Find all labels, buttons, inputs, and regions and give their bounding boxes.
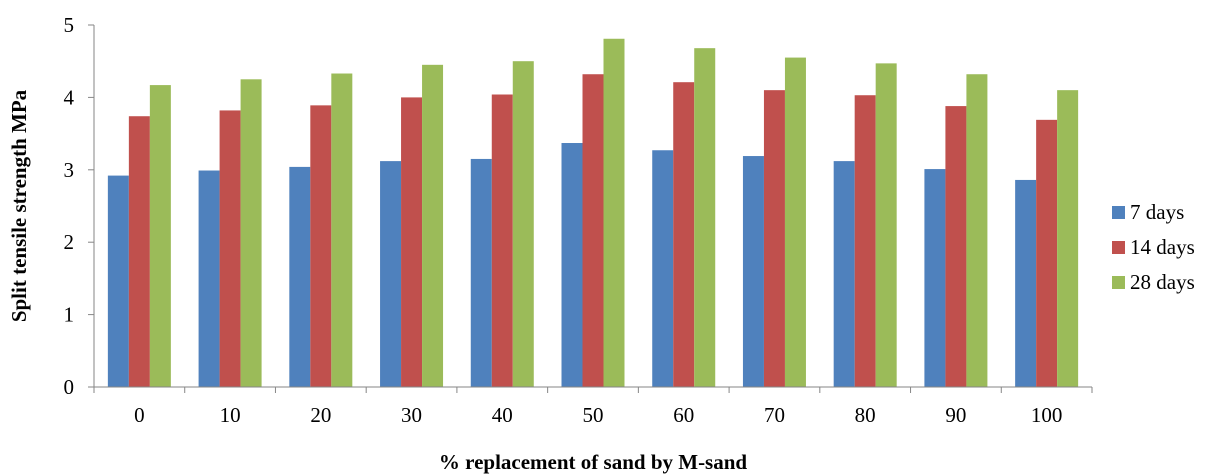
bar-series-2-cat-40	[491, 94, 513, 387]
bar-series-3-cat-0	[149, 85, 171, 387]
y-tick-label: 2	[64, 230, 75, 254]
x-tick-label: 40	[492, 403, 513, 427]
bar-series-1-cat-30	[380, 161, 402, 387]
x-tick-label: 10	[220, 403, 241, 427]
bar-series-3-cat-50	[603, 38, 625, 387]
bar-series-2-cat-0	[128, 116, 150, 387]
x-tick-label: 20	[310, 403, 331, 427]
bar-series-2-cat-100	[1036, 119, 1058, 387]
x-tick-label: 0	[134, 403, 145, 427]
bar-series-2-cat-20	[310, 105, 332, 388]
bar-series-2-cat-70	[763, 90, 785, 387]
x-tick-label: 90	[945, 403, 966, 427]
x-tick-label: 50	[583, 403, 604, 427]
bar-series-2-cat-30	[401, 97, 423, 388]
bar-series-3-cat-60	[694, 48, 716, 388]
y-tick-label: 0	[64, 375, 75, 399]
bar-series-3-cat-70	[784, 57, 806, 387]
bar-series-2-cat-90	[945, 106, 967, 387]
bars-group	[107, 38, 1079, 388]
bar-series-2-cat-10	[219, 110, 241, 388]
bar-series-3-cat-20	[331, 73, 353, 387]
bar-series-3-cat-40	[512, 61, 534, 387]
x-tick-label: 70	[764, 403, 785, 427]
bar-series-1-cat-90	[924, 169, 946, 387]
bar-series-1-cat-0	[107, 175, 129, 387]
legend-label-2: 14 days	[1130, 235, 1195, 259]
x-axis-title: % replacement of sand by M-sand	[439, 450, 748, 474]
y-tick-label: 4	[64, 85, 75, 109]
bar-series-2-cat-50	[582, 74, 604, 387]
x-tick-label: 80	[855, 403, 876, 427]
legend-label-3: 28 days	[1130, 270, 1195, 294]
legend-swatch-2	[1112, 241, 1125, 254]
x-tick-label: 30	[401, 403, 422, 427]
bar-series-3-cat-30	[422, 64, 444, 387]
y-axis-title: Split tensile strength MPa	[7, 89, 31, 322]
bar-series-3-cat-90	[966, 74, 988, 387]
legend-swatch-1	[1112, 206, 1125, 219]
bar-series-2-cat-60	[673, 82, 695, 387]
bar-series-1-cat-10	[198, 170, 220, 387]
bar-series-1-cat-40	[470, 158, 492, 387]
y-axis-title-group: Split tensile strength MPa	[7, 89, 31, 322]
bar-series-1-cat-50	[561, 143, 583, 387]
bar-series-2-cat-80	[854, 95, 876, 387]
bar-series-3-cat-100	[1057, 90, 1079, 387]
bar-series-1-cat-100	[1015, 179, 1037, 387]
bar-series-1-cat-80	[833, 161, 855, 387]
bar-series-1-cat-60	[652, 150, 674, 387]
x-tick-label: 100	[1031, 403, 1063, 427]
legend-label-1: 7 days	[1130, 200, 1184, 224]
y-tick-label: 1	[64, 303, 75, 327]
bar-series-1-cat-20	[289, 166, 311, 387]
bar-series-3-cat-80	[875, 63, 897, 388]
legend-swatch-3	[1112, 276, 1125, 289]
x-tick-label: 60	[673, 403, 694, 427]
y-tick-label: 3	[64, 158, 75, 182]
y-tick-label: 5	[64, 13, 75, 37]
bar-series-1-cat-70	[742, 156, 764, 387]
legend: 7 days 14 days 28 days	[1112, 200, 1195, 294]
bar-series-3-cat-10	[240, 79, 262, 388]
